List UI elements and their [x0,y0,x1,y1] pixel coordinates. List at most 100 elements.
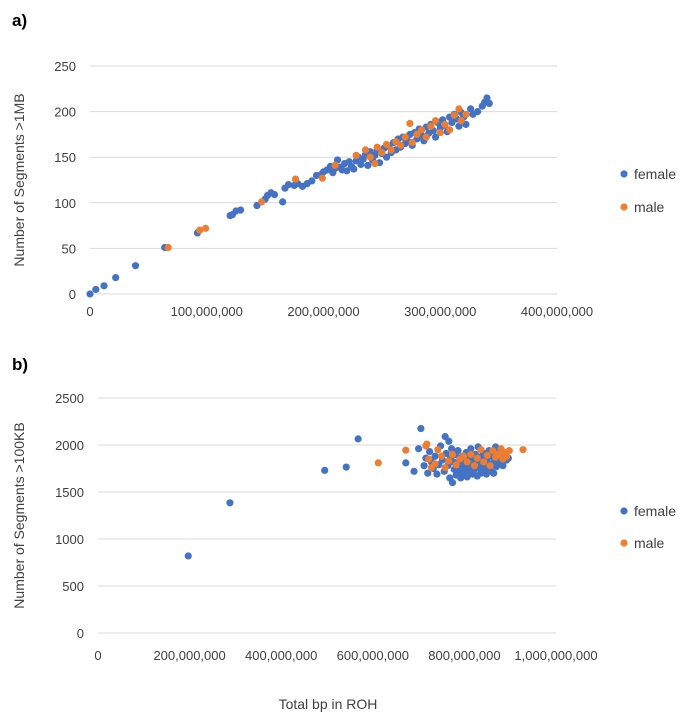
legend-marker-male [620,203,628,211]
data-point-female [86,290,94,298]
data-point-male [373,143,381,151]
data-point-female [237,206,245,214]
data-point-male [441,463,449,472]
series-male [164,105,470,252]
data-point-female [431,133,440,141]
data-point-female [92,285,100,294]
data-point-female [483,94,491,102]
data-point-female [350,165,358,173]
legend-marker-female [620,170,628,178]
data-point-female [454,447,462,455]
data-point-male [457,117,465,125]
legend-marker-male [620,539,628,547]
data-point-female [420,462,428,470]
data-point-female [447,445,456,453]
data-point-male [505,447,513,455]
panel-label: b) [12,355,28,374]
data-point-male [258,198,266,206]
data-point-male [408,139,416,147]
data-point-male [459,452,468,460]
data-point-female [415,445,423,453]
x-tick-label: 200,000,000 [153,648,225,663]
data-point-female [455,122,463,130]
data-point-male [450,111,458,119]
data-point-male [366,153,374,161]
legend-label-female: female [634,503,676,519]
data-point-male [431,117,440,125]
y-tick-label: 200 [54,105,76,120]
data-point-female [100,282,108,290]
data-point-male [331,161,339,170]
y-tick-label: 2500 [55,391,84,406]
data-point-female [321,466,329,474]
data-point-male [463,458,471,466]
data-point-male [402,446,410,454]
data-point-male [437,452,446,460]
y-tick-label: 100 [54,196,76,211]
data-point-male [164,243,172,252]
x-tick-label: 400,000,000 [245,648,317,663]
data-point-male [374,459,382,467]
y-tick-label: 500 [62,579,84,594]
data-point-female [463,473,471,481]
data-point-male [494,450,502,458]
data-point-male [477,446,485,454]
panel-label: a) [12,11,27,30]
x-tick-label: 0 [94,648,101,663]
x-tick-label: 400,000,000 [521,304,593,319]
data-point-male [425,455,433,463]
data-point-male [387,146,395,154]
data-point-male [417,126,426,134]
data-point-male [396,141,405,149]
x-tick-label: 300,000,000 [404,304,476,319]
data-point-male [436,128,444,137]
legend-label-female: female [634,166,676,182]
data-point-female [226,499,234,507]
data-point-female [424,469,432,477]
data-point-female [431,452,439,460]
data-point-male [361,146,370,154]
data-point-male [519,446,527,454]
data-point-female [112,273,120,282]
data-point-female [364,161,372,170]
data-point-female [357,160,365,169]
data-point-male [483,451,491,459]
data-point-female [131,262,140,270]
data-point-male [462,110,470,118]
x-tick-label: 100,000,000 [171,304,243,319]
data-point-female [382,153,391,161]
data-point-female [270,190,279,199]
x-tick-label: 800,000,000 [428,648,500,663]
data-point-male [441,120,449,128]
y-axis-title: Number of Segments >1MB [11,93,27,266]
y-axis-title: Number of Segments >100KB [11,422,27,608]
y-tick-label: 50 [62,241,76,256]
data-point-female [354,435,362,443]
x-tick-label: 0 [86,304,93,319]
data-point-female [410,467,418,475]
data-point-male [427,122,435,130]
y-tick-label: 1500 [55,485,84,500]
y-tick-label: 150 [54,150,76,165]
data-point-female [279,198,287,206]
x-tick-label: 1,000,000,000 [514,648,597,663]
legend-label-male: male [634,535,665,551]
data-point-female [467,105,475,113]
data-point-male [423,440,431,448]
data-point-male [467,450,475,458]
data-point-male [413,130,421,138]
data-point-female [402,459,410,467]
x-tick-label: 600,000,000 [337,648,409,663]
x-tick-label: 200,000,000 [287,304,359,319]
data-point-male [445,126,454,134]
x-axis-title: Total bp in ROH [279,696,378,712]
data-point-male [489,447,497,455]
data-point-female [474,108,482,116]
y-tick-label: 1000 [55,532,84,547]
data-point-male [448,450,457,458]
data-point-female [499,462,507,470]
data-point-male [422,133,430,141]
data-point-male [196,226,204,234]
data-point-male [502,452,511,460]
